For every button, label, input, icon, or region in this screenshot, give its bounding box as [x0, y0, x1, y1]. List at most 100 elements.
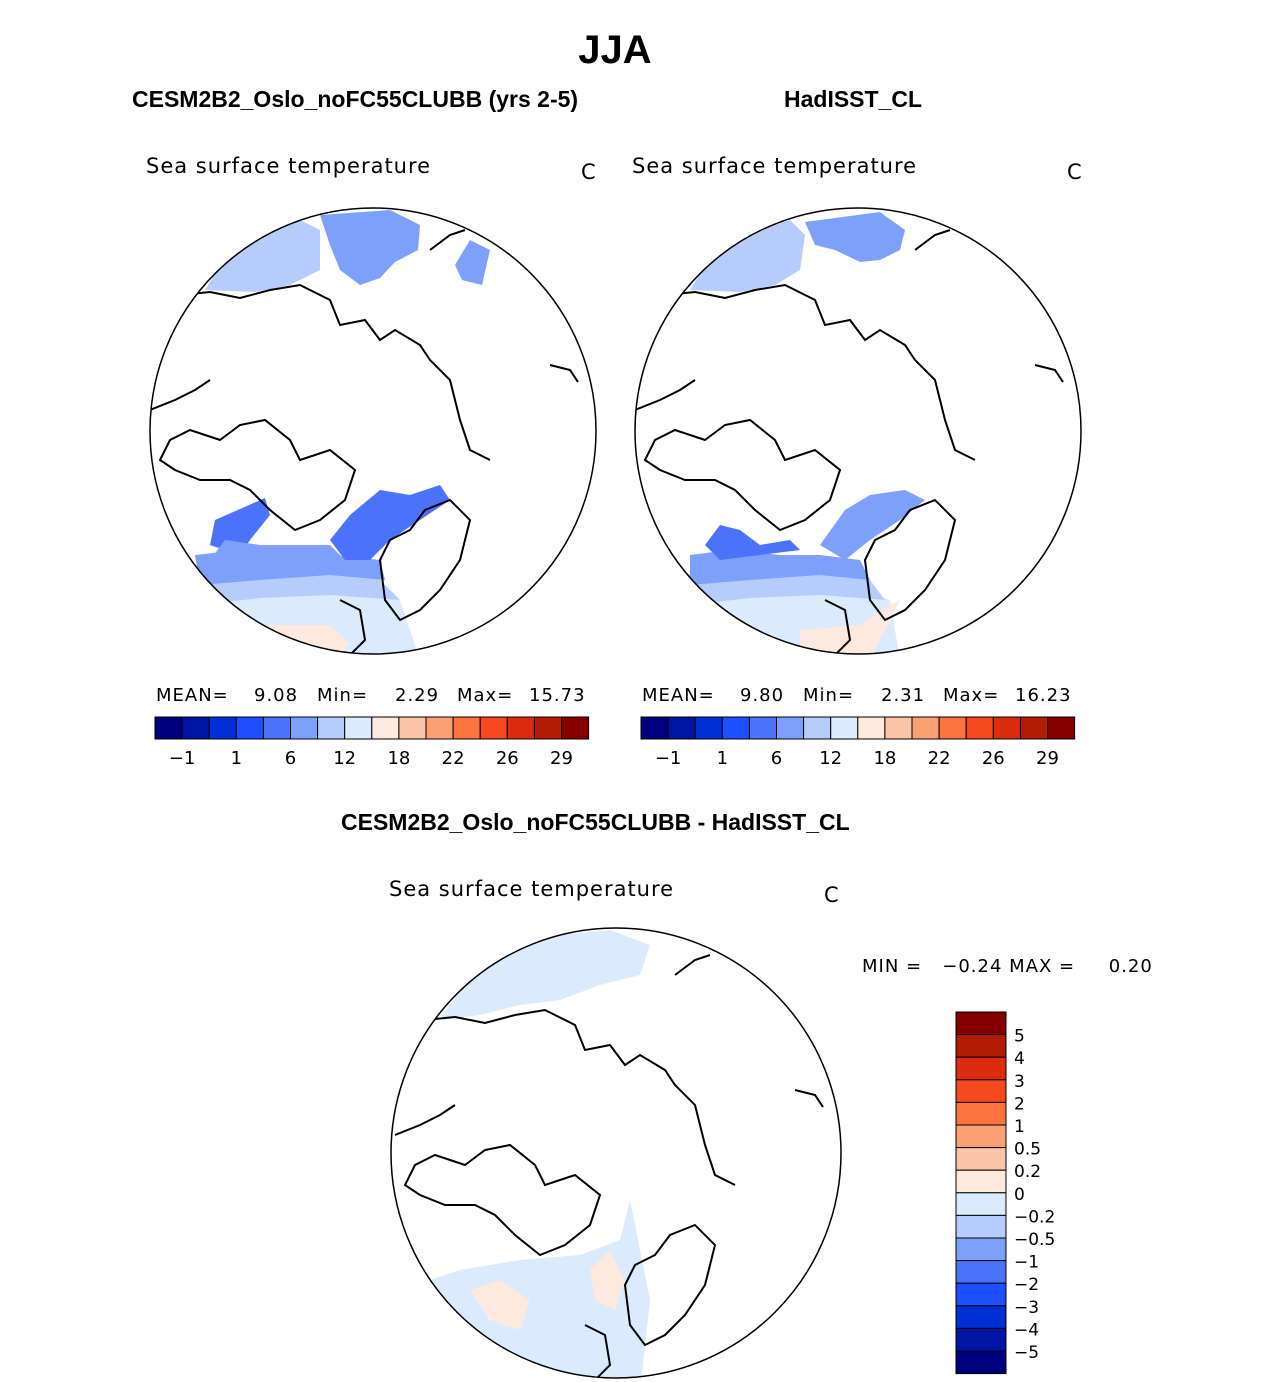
panel2-colorbar-tick-label: 1	[717, 748, 728, 769]
map3-pacific-pale	[440, 930, 650, 1020]
panel2-colorbar-box	[938, 716, 967, 740]
panel3-colorbar-box	[955, 1169, 1007, 1194]
map2-atlantic-midn	[820, 490, 925, 560]
panel2-colorbar-box	[748, 716, 778, 740]
panel1-colorbar-tick-label: 18	[387, 748, 410, 769]
panel3-colorbar-box	[955, 1327, 1007, 1352]
panel1-colorbar-box	[317, 716, 346, 740]
panel1-colorbar-box	[398, 716, 427, 740]
panel3-colorbar-tick-label: 0.5	[1014, 1140, 1041, 1160]
panel3-field-label: Sea surface temperature	[389, 877, 675, 901]
map2-pacific-mid	[805, 212, 905, 262]
panel2-colorbar-box	[992, 716, 1021, 740]
panel1-colorbar-box	[452, 716, 481, 740]
panel1-colorbar-tick-label: 1	[231, 748, 242, 769]
panel1-colorbar-box	[371, 716, 400, 740]
panel1-colorbar-box	[533, 716, 563, 740]
panel2-colorbar-box	[911, 716, 940, 740]
panel3-colorbar-box	[955, 1101, 1007, 1126]
panel2-colorbar-tick-label: 26	[982, 748, 1005, 769]
panel3-colorbar-box	[955, 1237, 1007, 1262]
panel2-max-label: Max=	[943, 685, 1000, 706]
panel3-colorbar-box	[955, 1350, 1007, 1375]
panel1-colorbar-box	[479, 716, 508, 740]
panel2-units-label: C	[1067, 160, 1083, 184]
map3-boundary	[390, 927, 842, 1379]
panel2-min-label: Min=	[803, 685, 855, 706]
map2-atlantic-mid	[690, 550, 870, 585]
panel1-colorbar-tick-label: 22	[442, 748, 465, 769]
map3-coastlines	[394, 954, 824, 1378]
panel3-colorbar-tick-label: 0.2	[1014, 1162, 1041, 1182]
map1-pacific-mid	[320, 210, 420, 285]
panel2-field-label: Sea surface temperature	[632, 154, 918, 178]
panel1-colorbar-tick-label: 6	[285, 748, 296, 769]
panel3-minmax: MIN = −0.24 MAX = 0.20	[862, 956, 1153, 977]
panel2-colorbar-box	[667, 716, 696, 740]
panel2-min-value: 2.31	[881, 685, 926, 706]
panel3-colorbar-tick-label: −4	[1014, 1320, 1039, 1340]
map3	[390, 927, 842, 1379]
panel1-colorbar-box	[262, 716, 291, 740]
panel1-colorbar-box	[290, 716, 319, 740]
panel1-units-label: C	[581, 160, 597, 184]
panel3-colorbar-tick-label: 2	[1014, 1094, 1025, 1114]
panel3-colorbar-box	[955, 1056, 1007, 1081]
panel2-colorbar-tick-label: 22	[928, 748, 951, 769]
panel1-colorbar-tick-label: 29	[550, 748, 573, 769]
panel3-title: CESM2B2_Oslo_noFC55CLUBB - HadISST_CL	[341, 809, 850, 835]
panel3-colorbar-box	[955, 1147, 1007, 1171]
panel1-colorbar-box	[154, 716, 183, 740]
panel2-mean-label: MEAN=	[642, 685, 715, 706]
panel2-colorbar-tick-label: 29	[1036, 748, 1059, 769]
panel3-colorbar-tick-label: 5	[1014, 1027, 1025, 1047]
panel1-mean-label: MEAN=	[156, 685, 229, 706]
panel3-colorbar-box	[955, 1079, 1007, 1103]
panel2-colorbar-tick-label: 12	[819, 748, 842, 769]
panel3-colorbar-box	[955, 1124, 1007, 1149]
panel2-title: HadISST_CL	[784, 86, 923, 112]
panel3-colorbar-box	[955, 1282, 1007, 1307]
panel2-colorbar-tick-label: 6	[771, 748, 782, 769]
map1-atlantic-med	[210, 540, 345, 565]
panel1-colorbar-box	[506, 716, 535, 740]
panel1-colorbar-tick-label: −1	[169, 748, 196, 769]
panel1-title: CESM2B2_Oslo_noFC55CLUBB (yrs 2-5)	[132, 86, 579, 112]
panel3-colorbar-tick-label: −1	[1014, 1253, 1039, 1273]
map2-pacific-light	[690, 220, 805, 292]
panel1-colorbar-tick-label: 12	[333, 748, 356, 769]
panel1-colorbar-box	[235, 716, 264, 740]
panel1-colorbar-box	[208, 716, 237, 740]
panel3-colorbar-box	[955, 1214, 1007, 1239]
map3-atlantic-warm2	[590, 1250, 625, 1310]
panel2-colorbar-box	[803, 716, 832, 740]
panel3-colorbar-tick-label: −0.2	[1014, 1207, 1055, 1227]
main-title: JJA	[578, 28, 652, 72]
panel2-colorbar-box	[1047, 716, 1076, 740]
panel2-colorbar-box	[640, 716, 669, 740]
map1-atlantic-dark2	[330, 485, 450, 560]
panel3-colorbar-tick-label: 0	[1014, 1185, 1025, 1205]
panel1-colorbar-box	[561, 716, 590, 740]
panel3-colorbar-box	[955, 1260, 1007, 1284]
panel3-colorbar-tick-label: 1	[1014, 1117, 1025, 1137]
panel1-colorbar-box	[344, 716, 373, 740]
panel1-mean-value: 9.08	[254, 685, 299, 706]
map1-coastlines	[150, 229, 579, 654]
map2-atlantic-dark	[705, 525, 800, 560]
map1-boundary	[149, 207, 597, 655]
panel1-min-label: Min=	[317, 685, 369, 706]
panel3-colorbar-tick-label: −2	[1014, 1275, 1039, 1295]
panel3-colorbar-tick-label: −0.5	[1014, 1230, 1055, 1250]
panel1-colorbar-box	[425, 716, 454, 740]
panel3-colorbar-box	[955, 1034, 1007, 1058]
panel2-colorbar-box	[694, 716, 723, 740]
panel1-field-label: Sea surface temperature	[146, 154, 432, 178]
panel3-colorbar-tick-label: −5	[1014, 1343, 1039, 1363]
panel2-colorbar-box	[721, 716, 750, 740]
panel1-max-label: Max=	[457, 685, 514, 706]
panel2-colorbar-box	[965, 716, 994, 740]
panel1-max-value: 15.73	[529, 685, 586, 706]
panel3-colorbar-box	[955, 1305, 1007, 1329]
